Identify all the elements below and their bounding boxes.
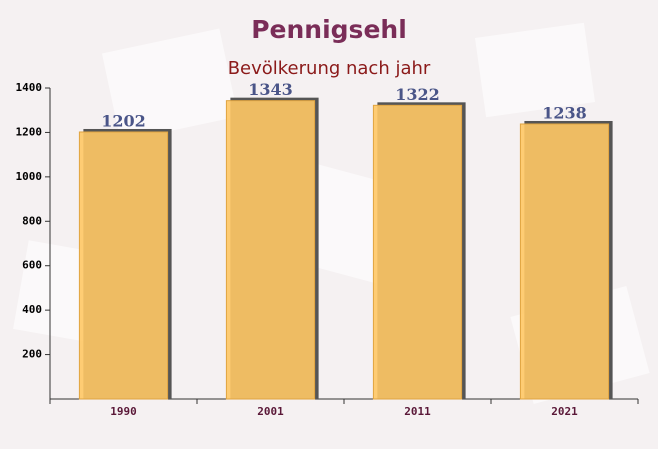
x-tick-label: 1990 [110, 405, 137, 418]
y-tick-label: 1200 [16, 125, 43, 138]
y-tick-label: 1400 [16, 81, 43, 94]
chart-title: Pennigsehl [251, 15, 407, 44]
x-tick-label: 2011 [404, 405, 431, 418]
value-label: 1202 [101, 111, 146, 130]
bar [78, 131, 169, 400]
y-tick-label: 1000 [16, 170, 43, 183]
chart-subtitle: Bevölkerung nach jahr [228, 58, 431, 79]
value-label: 1322 [395, 85, 440, 104]
y-tick-label: 200 [22, 348, 42, 361]
y-tick-label: 400 [22, 303, 42, 316]
x-tick-label: 2001 [257, 405, 284, 418]
value-label: 1238 [542, 103, 587, 122]
x-tick-label: 2021 [551, 405, 578, 418]
y-tick-label: 600 [22, 259, 42, 272]
bar [225, 100, 316, 400]
value-label: 1343 [248, 80, 293, 99]
bar [372, 104, 463, 400]
bar [519, 123, 610, 400]
y-tick-label: 800 [22, 214, 42, 227]
